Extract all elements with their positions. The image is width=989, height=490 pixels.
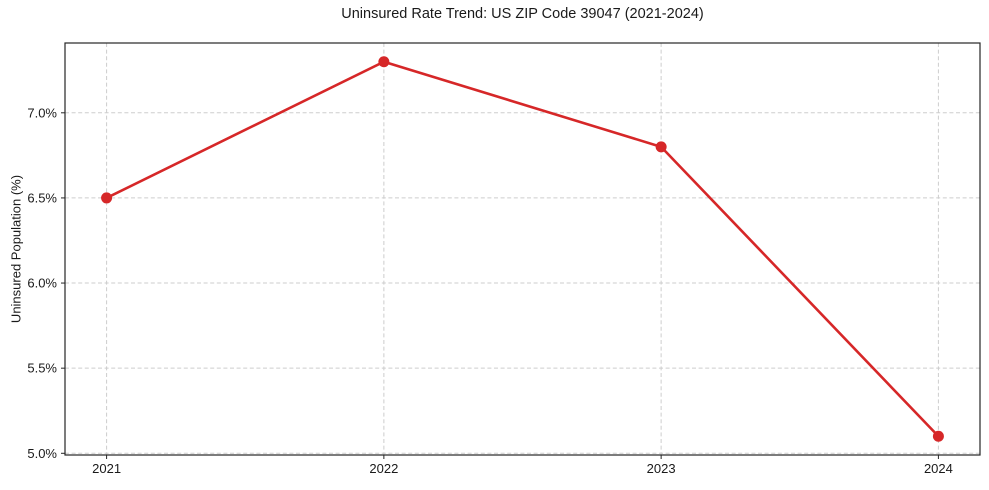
y-tick-label: 7.0% <box>27 105 57 120</box>
trend-line <box>105 60 940 438</box>
x-tick-label: 2023 <box>647 461 676 476</box>
data-point-2022 <box>378 56 390 68</box>
data-point-2021 <box>101 192 113 204</box>
y-tick-label: 6.5% <box>27 190 57 205</box>
plot-border <box>64 42 981 456</box>
y-tick-label: 5.5% <box>27 361 57 376</box>
data-point-2024 <box>932 430 944 442</box>
chart-title: Uninsured Rate Trend: US ZIP Code 39047 … <box>341 6 704 22</box>
data-point-2023 <box>655 141 667 153</box>
x-tick-label: 2021 <box>92 461 121 476</box>
y-tick-label: 5.0% <box>27 446 57 461</box>
y-tick-label: 6.0% <box>27 276 57 291</box>
x-tick-label: 2022 <box>369 461 398 476</box>
x-tick-label: 2024 <box>924 461 953 476</box>
